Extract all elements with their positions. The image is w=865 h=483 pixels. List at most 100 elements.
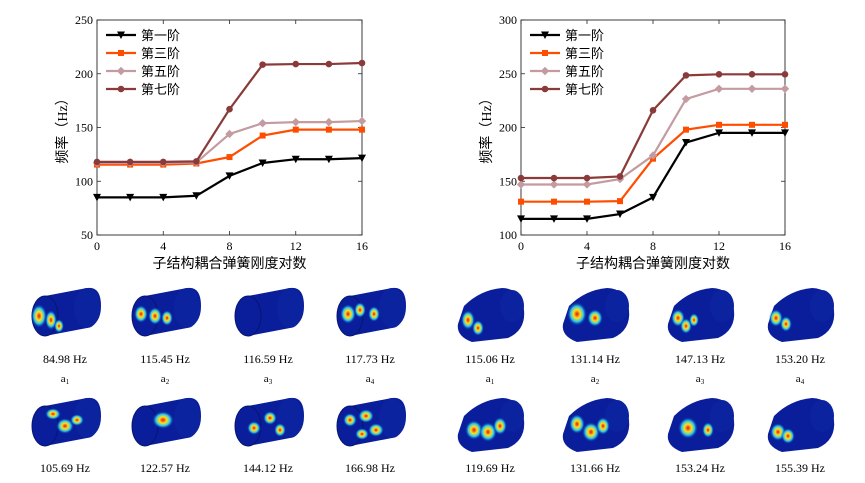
data-point: [126, 158, 134, 166]
data-point: [747, 84, 757, 93]
mode-label-letter: a: [263, 373, 269, 385]
data-point: [291, 117, 300, 127]
data-point: [358, 59, 366, 67]
mode-label-letter: a: [365, 373, 371, 385]
mode-label-letter: a: [795, 373, 801, 385]
data-point: [781, 129, 789, 137]
data-point: [714, 84, 724, 93]
y-tick-label: 50: [81, 228, 93, 242]
legend-marker: [117, 85, 125, 93]
cone-mode-frequency: 155.39 Hz: [775, 461, 825, 475]
x-tick-label: 0: [518, 239, 524, 253]
cylinder-mode-shape: [15, 394, 115, 454]
x-tick-label: 16: [356, 239, 368, 253]
cone-mode-frequency: 115.06 Hz: [465, 352, 515, 366]
data-point: [226, 105, 233, 113]
data-point: [259, 132, 266, 139]
x-tick-label: 12: [713, 239, 725, 253]
mode-label-index: 4: [370, 378, 375, 386]
legend-entry: 第三阶: [141, 46, 180, 61]
mode-label-letter: a: [485, 373, 491, 385]
cone-mode-shape: [440, 284, 540, 346]
data-point: [649, 107, 657, 114]
legend-marker: [540, 66, 550, 76]
cone-mode-label: a2: [545, 373, 645, 388]
data-point: [549, 180, 559, 189]
legend-marker: [541, 85, 549, 93]
series-line-1: [521, 131, 785, 220]
data-point: [617, 198, 623, 205]
x-tick-label: 16: [779, 239, 791, 253]
data-point: [324, 117, 334, 127]
cone-mode-shape: [650, 284, 750, 346]
data-point: [159, 158, 167, 166]
cylinder-mode-frequency: 105.69 Hz: [40, 461, 90, 475]
data-point: [258, 159, 267, 167]
cylinder-mode-label: a1: [15, 373, 115, 388]
data-point: [649, 193, 657, 202]
data-point: [682, 72, 690, 79]
cylinder-mode-shape: [115, 284, 215, 344]
legend-marker: [542, 50, 548, 56]
chart-1: 0 4 8 12 16 50 100 150 200 250 子结构耦合弹簧刚度对数 频率（Hz） 第一…: [54, 13, 368, 272]
data-point: [682, 139, 690, 147]
data-point: [518, 198, 524, 205]
data-point: [550, 215, 558, 223]
cone-mode-frequency: 131.14 Hz: [570, 352, 620, 366]
data-point: [292, 126, 299, 133]
cone-mode-frequency: 153.24 Hz: [675, 461, 725, 475]
y-tick-label: 150: [75, 121, 93, 135]
y-tick-label: 200: [499, 121, 517, 135]
data-point: [325, 60, 333, 68]
cone-mode-shape: [440, 394, 540, 456]
cone-mode-label: a4: [750, 373, 850, 388]
legend-marker: [118, 50, 124, 56]
mode-label-letter: a: [60, 373, 66, 385]
data-point: [582, 180, 592, 189]
x-axis-label: 子结构耦合弹簧刚度对数: [576, 256, 730, 272]
cylinder-mode-label: a3: [218, 373, 318, 388]
y-axis-label: 频率（Hz）: [54, 91, 71, 163]
data-point: [226, 154, 233, 161]
cylinder-mode-shape: [115, 394, 215, 454]
cylinder-mode-frequency: 117.73 Hz: [345, 352, 395, 366]
data-point: [225, 172, 234, 180]
y-tick-label: 300: [499, 13, 517, 27]
cone-mode-frequency: 119.69 Hz: [465, 461, 515, 475]
plot-frame: [96, 19, 363, 236]
mode-label-index: 3: [700, 378, 705, 386]
legend-entry: 第七阶: [565, 82, 604, 97]
data-point: [616, 173, 624, 180]
data-point: [716, 121, 722, 128]
mode-label-letter: a: [160, 373, 166, 385]
legend-entry: 第五阶: [141, 64, 180, 79]
cone-mode-shape: [750, 394, 850, 456]
cylinder-mode-shape: [15, 284, 115, 344]
x-tick-label: 0: [94, 239, 100, 253]
data-point: [748, 129, 756, 137]
y-tick-label: 200: [75, 67, 93, 81]
x-axis-label: 子结构耦合弹簧刚度对数: [153, 256, 307, 272]
data-point: [359, 126, 365, 133]
y-axis-label: 频率（Hz）: [478, 91, 495, 163]
data-point: [292, 60, 300, 68]
data-point: [517, 215, 525, 223]
data-point: [259, 61, 266, 68]
charts-canvas: 0 4 8 12 16 50 100 150 200 250 子结构耦合弹簧刚度对数 频率（Hz） 第一…: [54, 13, 791, 272]
cone-mode-label: a1: [440, 373, 540, 388]
data-point: [781, 70, 789, 78]
mode-label-index: 2: [595, 378, 600, 386]
legend-marker: [116, 66, 126, 76]
data-point: [681, 94, 691, 104]
legend-entry: 第一阶: [565, 28, 604, 43]
legend-marker: [117, 31, 125, 39]
legend-entry: 第五阶: [565, 64, 604, 79]
mode-label-index: 3: [268, 378, 273, 386]
data-point: [193, 158, 200, 165]
data-point: [715, 70, 723, 78]
legend-entry: 第七阶: [141, 82, 180, 97]
x-tick-label: 12: [290, 239, 302, 253]
cone-mode-label: a3: [650, 373, 750, 388]
y-tick-label: 100: [499, 228, 517, 242]
